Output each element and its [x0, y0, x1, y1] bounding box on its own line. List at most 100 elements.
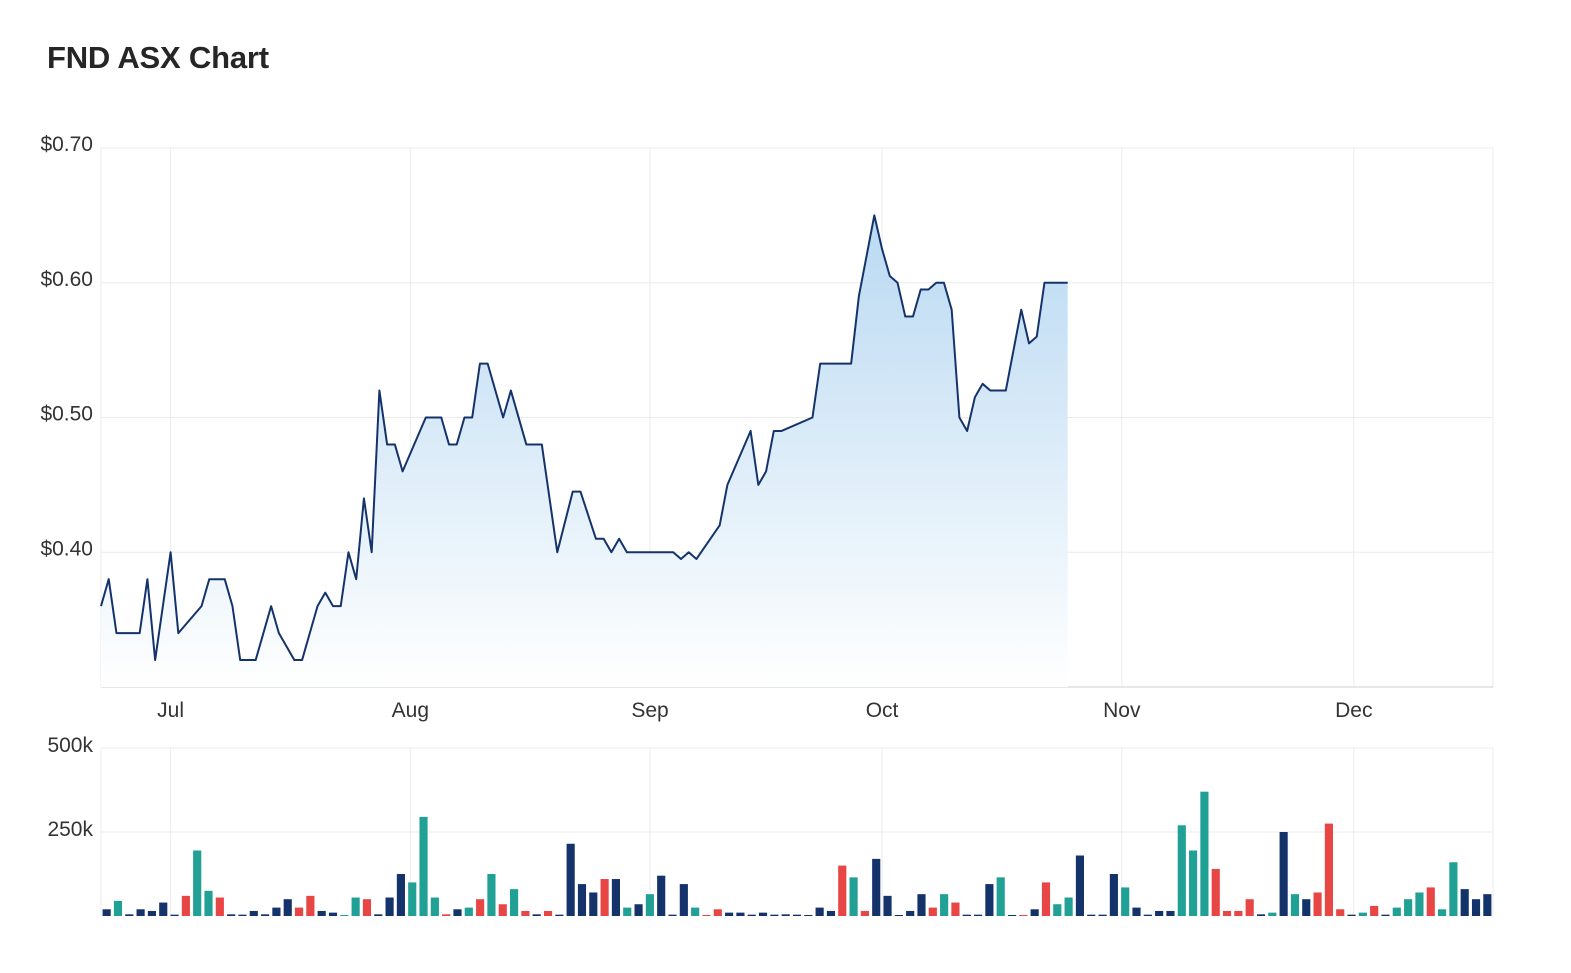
volume-bar [668, 914, 677, 916]
volume-bar [770, 914, 779, 916]
volume-bar [1053, 904, 1062, 916]
volume-bar [826, 910, 836, 916]
volume-bar [1041, 882, 1051, 916]
volume-bar [1007, 914, 1017, 916]
volume-bar [1064, 897, 1073, 916]
volume-bar [238, 914, 247, 916]
volume-bar [419, 816, 428, 916]
price-y-axis: $0.70 $0.60 $0.50 $0.40 [40, 133, 93, 560]
volume-bar [1256, 914, 1266, 916]
volume-bar [476, 899, 485, 916]
volume-bar [113, 900, 123, 916]
volume-bar [702, 914, 711, 916]
volume-bar [464, 907, 473, 916]
volume-bar [351, 897, 360, 916]
volume-bar [442, 914, 451, 916]
volume-bar [1415, 892, 1424, 916]
x-tick-label: Jul [157, 699, 184, 722]
volume-bar [159, 902, 168, 916]
volume-bar [1449, 862, 1458, 916]
volume-bar [170, 914, 179, 916]
volume-bar [1098, 914, 1107, 916]
volume-bar [634, 904, 643, 916]
volume-bar [1438, 909, 1447, 916]
volume-bar [1132, 907, 1141, 916]
volume-bar [272, 907, 281, 916]
volume-bar [1087, 914, 1096, 916]
volume-bar [974, 914, 983, 916]
price-area [101, 215, 1068, 687]
price-y-tick-label: $0.60 [40, 268, 93, 291]
volume-bar [1392, 907, 1401, 916]
volume-bars [102, 791, 1492, 916]
volume-bar [1381, 914, 1390, 916]
volume-bar [691, 907, 700, 916]
volume-bar [747, 914, 756, 916]
volume-bar [204, 890, 213, 916]
volume-bar [1471, 899, 1481, 916]
volume-bar [249, 910, 258, 916]
volume-bar [453, 909, 462, 916]
volume-bar [521, 910, 530, 916]
volume-bar [283, 899, 292, 916]
volume-bar [215, 897, 224, 916]
volume-bar [1336, 909, 1345, 916]
price-x-axis: Jul Aug Sep Oct Nov Dec [157, 699, 1372, 722]
volume-bar [645, 894, 654, 916]
volume-bar [1358, 912, 1367, 916]
volume-bar [147, 910, 156, 916]
volume-bar [577, 884, 587, 916]
volume-bar [1234, 910, 1243, 916]
volume-bar [1019, 914, 1028, 916]
volume-bar [385, 897, 394, 916]
volume-bar [860, 910, 869, 916]
volume-bar [589, 892, 598, 916]
volume-bar [1189, 850, 1198, 916]
volume-bar [623, 907, 632, 916]
x-tick-label: Dec [1335, 699, 1372, 722]
volume-bar [1200, 791, 1209, 916]
volume-y-tick-label: 250k [47, 818, 93, 841]
price-line [100, 214, 1068, 662]
volume-bar [1370, 905, 1379, 916]
volume-bar [1404, 899, 1413, 916]
volume-bar [872, 858, 881, 916]
volume-bar [1347, 914, 1356, 916]
volume-bar [758, 912, 768, 916]
volume-bar [543, 910, 553, 916]
volume-bar [396, 874, 405, 916]
volume-bar [906, 910, 915, 916]
volume-bar [136, 909, 145, 916]
volume-bar [951, 902, 960, 916]
volume-bar [227, 914, 236, 916]
volume-bar [1290, 894, 1300, 916]
volume-bar [600, 879, 609, 916]
volume-y-tick-label: 500k [47, 734, 93, 757]
volume-bar [1279, 832, 1288, 916]
volume-bar [566, 843, 575, 916]
volume-bar [804, 914, 813, 916]
volume-bar [1268, 912, 1277, 916]
volume-bar [1460, 889, 1469, 916]
volume-bar [781, 914, 790, 916]
price-y-tick-label: $0.40 [40, 537, 93, 560]
volume-bar [1313, 892, 1322, 916]
volume-bar [487, 874, 496, 916]
volume-bar [657, 875, 666, 916]
volume-bar [917, 894, 926, 916]
volume-bar [102, 909, 111, 916]
volume-bar [1109, 874, 1118, 916]
volume-bar [679, 884, 688, 916]
volume-bar [736, 912, 745, 916]
volume-bar [1302, 899, 1311, 916]
volume-bar [996, 877, 1005, 916]
volume-bar [125, 914, 134, 916]
x-tick-label: Aug [392, 699, 429, 722]
x-tick-label: Nov [1103, 699, 1141, 722]
volume-bar [306, 895, 315, 916]
volume-bar [792, 914, 802, 916]
volume-bar [1245, 899, 1254, 916]
volume-bar [498, 904, 507, 916]
volume-bar [430, 897, 439, 916]
volume-bar [317, 910, 326, 916]
